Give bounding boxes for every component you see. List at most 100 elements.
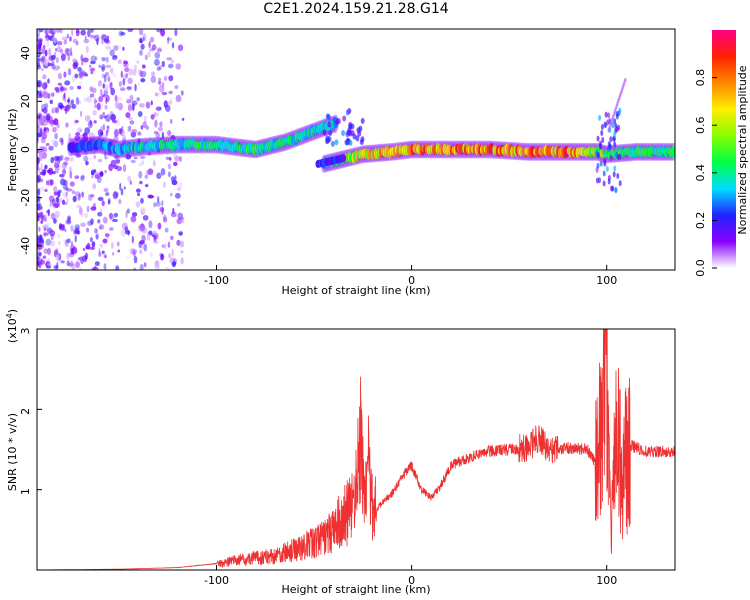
- spectral-speckle: [75, 96, 80, 105]
- spectral-speckle: [82, 247, 86, 251]
- spectral-speckle: [176, 203, 181, 207]
- spectral-speckle: [80, 54, 84, 61]
- spectral-speckle: [87, 29, 91, 38]
- spectral-speckle: [156, 92, 161, 96]
- spectral-speckle: [56, 122, 60, 129]
- spectral-speckle: [137, 192, 141, 197]
- spectral-speckle: [144, 174, 148, 179]
- spectral-speckle: [91, 267, 95, 270]
- spectral-speckle: [92, 150, 96, 155]
- colorbar-gradient: [712, 30, 736, 268]
- spectral-speckle: [174, 192, 181, 199]
- spectral-speckle: [60, 53, 66, 62]
- y-tick-label: -40: [19, 237, 32, 255]
- spectral-speckle: [56, 45, 62, 53]
- x-tick-label: 100: [596, 274, 617, 287]
- spectral-speckle: [37, 90, 40, 94]
- spectral-speckle: [105, 39, 111, 45]
- spectral-speckle: [111, 72, 117, 78]
- spectral-speckle: [325, 113, 330, 120]
- spectral-speckle: [109, 111, 114, 117]
- spectral-speckle: [106, 125, 110, 129]
- spectral-speckle: [102, 216, 108, 224]
- snr-y-multiplier: (x104): [5, 309, 19, 343]
- spectral-speckle: [119, 182, 122, 191]
- spectral-speckle: [88, 132, 95, 139]
- spectral-speckle: [37, 160, 40, 165]
- spectral-speckle: [147, 168, 154, 176]
- spectral-speckle: [85, 96, 92, 103]
- spectral-speckle: [94, 173, 100, 179]
- spectral-speckle: [97, 219, 101, 224]
- spectral-speckle: [52, 36, 58, 44]
- spectral-speckle: [179, 156, 182, 163]
- spectral-speckle: [140, 197, 144, 204]
- x-tick-label: 100: [596, 574, 617, 587]
- spectral-speckle: [125, 112, 131, 119]
- spectral-speckle: [44, 188, 48, 193]
- spectral-speckle: [66, 252, 70, 260]
- spectral-speckle: [133, 64, 138, 71]
- spectral-speckle: [126, 126, 130, 133]
- spectral-speckle: [86, 242, 91, 250]
- spectral-speckle: [37, 137, 40, 144]
- spectral-speckle: [61, 162, 68, 170]
- spectral-speckle: [149, 252, 153, 257]
- spectral-speckle: [77, 85, 82, 90]
- spectral-speckle: [90, 206, 97, 211]
- spectral-speckle: [67, 53, 71, 62]
- spectral-speckle: [55, 89, 60, 93]
- spectral-speckle: [104, 192, 110, 197]
- spectral-speckle: [81, 255, 87, 262]
- spectral-speckle: [164, 227, 169, 233]
- spectral-speckle: [131, 100, 138, 106]
- spectral-speckle: [38, 149, 42, 156]
- spectral-speckle: [154, 51, 161, 59]
- spectral-speckle: [50, 212, 56, 220]
- spectral-speckle: [147, 51, 151, 58]
- spectral-speckle: [120, 188, 124, 196]
- spectral-speckle: [41, 151, 48, 159]
- spectral-speckle: [53, 191, 58, 196]
- spectral-speckle: [71, 103, 77, 110]
- spectral-speckle: [105, 97, 108, 105]
- spectral-speckle: [89, 119, 92, 126]
- spectral-speckle: [163, 242, 168, 250]
- spectral-speckle: [80, 174, 86, 180]
- spectral-speckle: [39, 93, 43, 99]
- spectral-speckle: [41, 82, 48, 90]
- spectral-speckle: [51, 170, 56, 175]
- spectral-speckle: [74, 224, 80, 231]
- spectral-speckle: [109, 49, 115, 57]
- spectral-speckle: [42, 74, 47, 80]
- spectral-speckle: [75, 153, 82, 158]
- spectral-speckle: [65, 52, 70, 56]
- spectral-speckle: [148, 41, 151, 49]
- spectral-burst: [602, 148, 606, 155]
- spectral-speckle: [90, 218, 94, 225]
- spectral-speckle: [50, 156, 55, 164]
- spectral-speckle: [157, 126, 163, 132]
- spectral-speckle: [322, 129, 327, 136]
- spectral-burst: [604, 111, 608, 118]
- spectral-speckle: [93, 265, 97, 270]
- spectral-speckle: [126, 99, 132, 104]
- spectral-speckle: [101, 73, 106, 78]
- spectral-speckle: [37, 195, 41, 203]
- spectral-speckle: [159, 206, 165, 213]
- spectral-speckle: [143, 262, 147, 268]
- spectral-speckle: [43, 248, 48, 255]
- spectral-speckle: [37, 80, 41, 87]
- spectral-speckle: [145, 125, 149, 130]
- spectral-speckle: [173, 161, 178, 167]
- spectral-speckle: [93, 120, 97, 124]
- spectral-speckle: [83, 73, 89, 77]
- spectral-speckle: [133, 267, 136, 270]
- spectral-speckle: [156, 112, 159, 117]
- spectral-burst: [595, 177, 599, 184]
- spectral-speckle: [127, 229, 130, 236]
- spectral-speckle: [63, 71, 67, 78]
- spectral-speckle: [69, 51, 73, 57]
- spectral-burst: [617, 124, 621, 131]
- spectral-speckle: [139, 223, 146, 232]
